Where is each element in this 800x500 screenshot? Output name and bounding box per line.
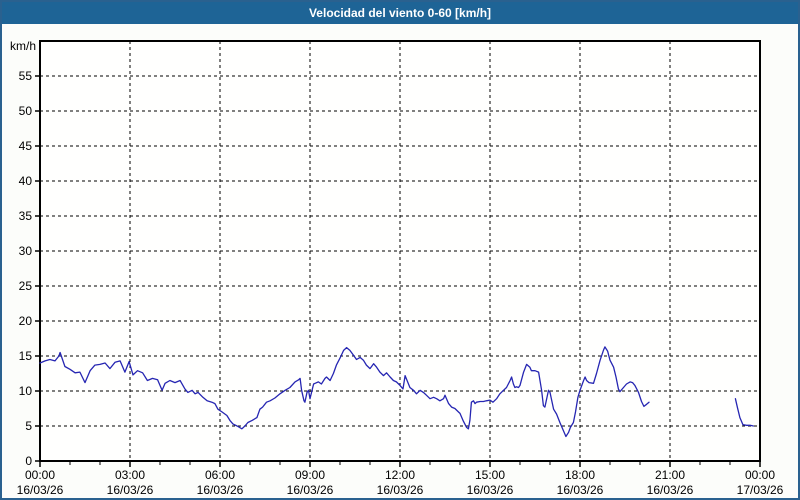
x-tick-time-label: 03:00 xyxy=(115,468,145,482)
chart-title-bar: Velocidad del viento 0-60 [km/h] xyxy=(2,2,798,24)
x-tick-time-label: 21:00 xyxy=(655,468,685,482)
x-tick-time-label: 15:00 xyxy=(475,468,505,482)
y-tick-label: 25 xyxy=(19,279,33,293)
y-tick-label: 15 xyxy=(19,349,33,363)
x-tick-date-label: 16/03/26 xyxy=(467,483,514,497)
x-tick-time-label: 00:00 xyxy=(745,468,775,482)
chart-canvas: 0510152025303540455055km/h00:0016/03/260… xyxy=(10,39,784,497)
wind-speed-line xyxy=(734,398,755,427)
x-tick-date-label: 16/03/26 xyxy=(557,483,604,497)
y-tick-label: 35 xyxy=(19,209,33,223)
chart-plot-area: 0 5 10 15 20 25 30 35 40 45 50 55 km/h 00:00 16/03/26 0… xyxy=(2,24,798,498)
x-tick-date-label: 17/03/26 xyxy=(737,483,784,497)
x-tick-date-label: 16/03/26 xyxy=(287,483,334,497)
x-tick-date-label: 16/03/26 xyxy=(197,483,244,497)
x-tick-date-label: 16/03/26 xyxy=(377,483,424,497)
y-axis-ticks: 0 5 10 15 20 25 30 35 40 45 50 55 xyxy=(19,69,40,468)
x-tick-date-label: 16/03/26 xyxy=(107,483,154,497)
y-tick-label: 50 xyxy=(19,104,33,118)
y-axis-unit-label: km/h xyxy=(10,39,36,53)
y-tick-label: 30 xyxy=(19,244,33,258)
x-tick-date-label: 16/03/26 xyxy=(17,483,64,497)
y-tick-label: 10 xyxy=(19,384,33,398)
wind-speed-line xyxy=(39,346,650,438)
x-tick-time-label: 12:00 xyxy=(385,468,415,482)
y-tick-label: 55 xyxy=(19,69,33,83)
y-tick-label: 0 xyxy=(25,454,32,468)
x-tick-time-label: 06:00 xyxy=(205,468,235,482)
y-tick-label: 20 xyxy=(19,314,33,328)
chart-title: Velocidad del viento 0-60 [km/h] xyxy=(308,6,492,20)
y-tick-label: 40 xyxy=(19,174,33,188)
y-tick-label: 5 xyxy=(25,419,32,433)
x-tick-time-label: 00:00 xyxy=(25,468,55,482)
x-axis-major-ticks: 00:0016/03/2603:0016/03/2606:0016/03/260… xyxy=(17,461,784,497)
y-tick-label: 45 xyxy=(19,139,33,153)
x-tick-time-label: 09:00 xyxy=(295,468,325,482)
vertical-gridlines xyxy=(129,41,671,461)
x-tick-date-label: 16/03/26 xyxy=(647,483,694,497)
x-tick-time-label: 18:00 xyxy=(565,468,595,482)
